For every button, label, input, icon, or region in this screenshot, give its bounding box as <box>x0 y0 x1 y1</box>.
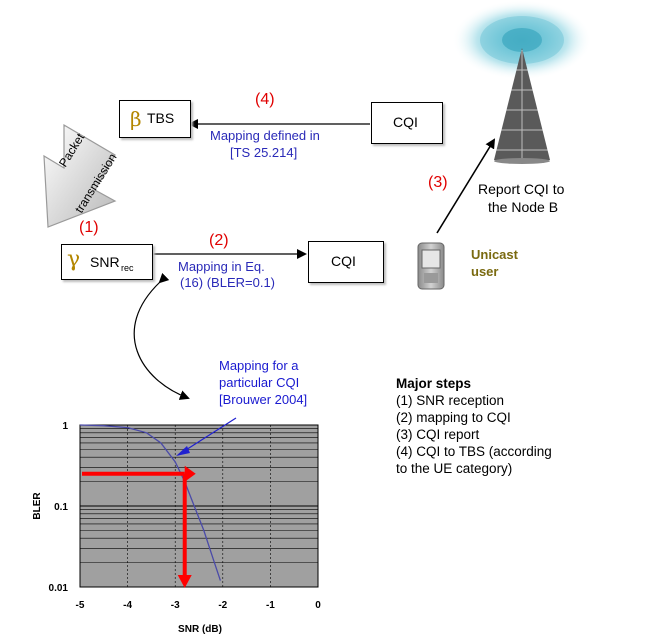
step-four-label: (4) <box>255 91 275 109</box>
mapping-cqi-line3: [Brouwer 2004] <box>219 392 307 407</box>
mobile-phone-icon <box>418 243 444 289</box>
tbs-box: β TBS <box>119 100 191 138</box>
snr-subscript: rec <box>121 263 134 273</box>
y-tick-label: 1 <box>62 421 68 432</box>
bler-chart: -5 -4 -3 -2 -1 0 1 0.1 0.01 SNR (dB) BLER <box>32 421 321 635</box>
y-tick-label: 0.1 <box>54 502 68 513</box>
report-line2: the Node B <box>488 199 558 215</box>
major-steps-title: Major steps <box>396 375 552 392</box>
y-tick-label: 0.01 <box>49 583 69 594</box>
grid-lines <box>80 425 318 587</box>
curved-link-arrow <box>134 282 188 398</box>
x-tick-label: -4 <box>123 600 132 611</box>
antenna-tower-icon <box>452 0 592 164</box>
major-step-item: to the UE category) <box>396 460 552 477</box>
step-two-label: (2) <box>209 232 229 250</box>
cqi-mid-box: CQI <box>308 241 384 283</box>
major-step-item: (3) CQI report <box>396 426 552 443</box>
unicast-line2: user <box>471 264 498 279</box>
unicast-line1: Unicast <box>471 247 518 262</box>
mapping-defined-line1: Mapping defined in <box>210 128 320 143</box>
x-tick-label: -2 <box>218 600 227 611</box>
gamma-symbol: γ <box>67 247 80 272</box>
cqi-top-label: CQI <box>393 114 418 130</box>
x-axis-label: SNR (dB) <box>178 624 222 635</box>
mapping-eq-line2: (16) (BLER=0.1) <box>180 275 275 290</box>
x-tick-label: -1 <box>266 600 275 611</box>
y-axis-label: BLER <box>32 492 43 520</box>
mapping-eq-line1: Mapping in Eq. <box>178 259 265 274</box>
snr-box: γ SNR rec <box>61 244 153 280</box>
major-step-item: (1) SNR reception <box>396 392 552 409</box>
major-step-item: (4) CQI to TBS (according <box>396 443 552 460</box>
mapping-cqi-line1: Mapping for a <box>219 358 299 373</box>
cqi-top-box: CQI <box>371 102 443 144</box>
x-tick-label: -3 <box>171 600 180 611</box>
major-step-item: (2) mapping to CQI <box>396 409 552 426</box>
step-three-label: (3) <box>428 174 448 192</box>
step-one-label: (1) <box>79 219 99 237</box>
major-steps: Major steps (1) SNR reception (2) mappin… <box>396 375 552 477</box>
cqi-mid-label: CQI <box>331 253 356 269</box>
report-line1: Report CQI to <box>478 181 564 197</box>
snr-label: SNR <box>90 254 120 270</box>
mapping-cqi-line2: particular CQI <box>219 375 299 390</box>
x-tick-label: 0 <box>315 600 321 611</box>
mapping-defined-line2: [TS 25.214] <box>230 145 297 160</box>
beta-symbol: β <box>130 107 142 131</box>
tbs-label: TBS <box>147 110 174 126</box>
x-tick-label: -5 <box>76 600 85 611</box>
